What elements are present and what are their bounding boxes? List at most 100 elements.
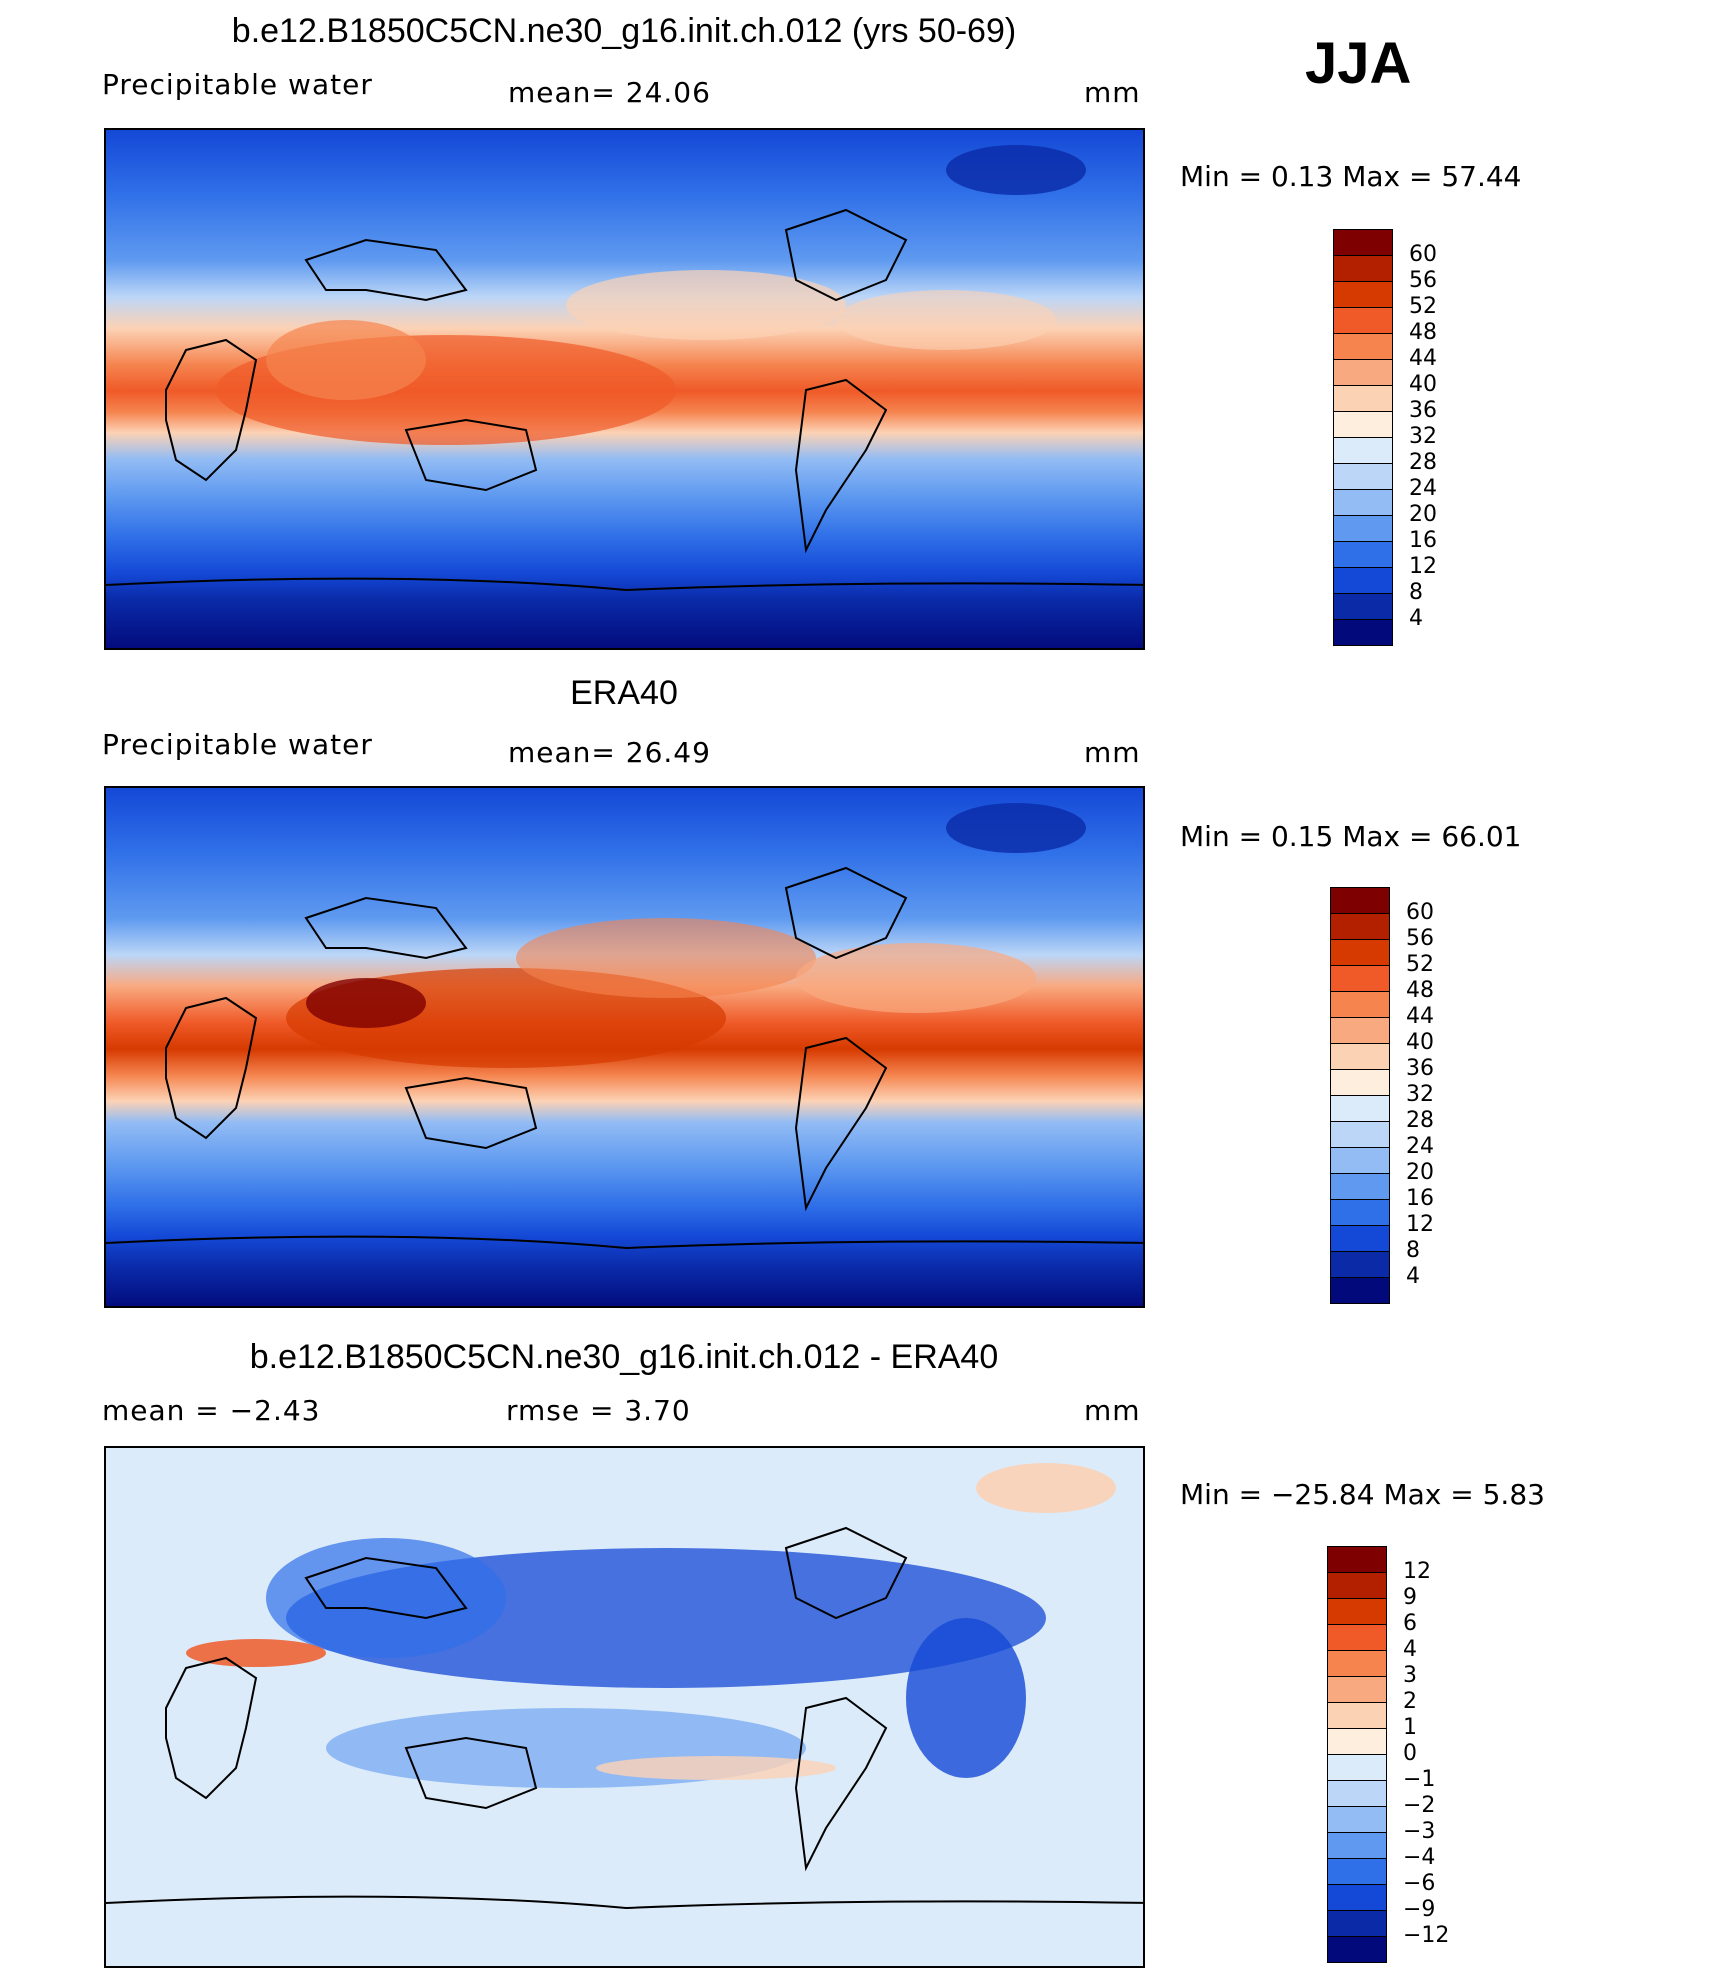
colorbar-cell xyxy=(1327,1702,1387,1729)
colorbar-cell xyxy=(1327,1884,1387,1911)
colorbar-label: 32 xyxy=(1406,1082,1434,1107)
colorbar-cell xyxy=(1327,1650,1387,1677)
panel3-map xyxy=(104,1446,1145,1968)
colorbar-label: 60 xyxy=(1409,242,1437,267)
colorbar-cell xyxy=(1330,1199,1390,1226)
colorbar-label: 3 xyxy=(1403,1663,1417,1688)
colorbar-label: 32 xyxy=(1409,424,1437,449)
panel1-title: b.e12.B1850C5CN.ne30_g16.init.ch.012 (yr… xyxy=(231,12,1017,50)
colorbar-cell xyxy=(1330,1017,1390,1044)
colorbar-label: −6 xyxy=(1403,1871,1436,1896)
colorbar-label: 24 xyxy=(1406,1134,1434,1159)
colorbar-label: 8 xyxy=(1406,1238,1420,1263)
colorbar-cell xyxy=(1330,1147,1390,1174)
colorbar-label: 8 xyxy=(1409,580,1423,605)
colorbar-cell xyxy=(1333,463,1393,490)
colorbar-cell xyxy=(1327,1676,1387,1703)
colorbar-label: 48 xyxy=(1409,320,1437,345)
colorbar-cell xyxy=(1333,359,1393,386)
colorbar-cell xyxy=(1333,437,1393,464)
colorbar-cell xyxy=(1330,1069,1390,1096)
colorbar-cell xyxy=(1330,913,1390,940)
colorbar-label: 4 xyxy=(1409,606,1423,631)
colorbar-label: 60 xyxy=(1406,900,1434,925)
colorbar-label: −9 xyxy=(1403,1897,1436,1922)
colorbar-cell xyxy=(1333,489,1393,516)
colorbar-cell xyxy=(1333,567,1393,594)
colorbar-cell xyxy=(1327,1936,1387,1963)
colorbar-label: 16 xyxy=(1409,528,1437,553)
colorbar-label: 12 xyxy=(1403,1559,1431,1584)
colorbar-cell xyxy=(1330,1121,1390,1148)
colorbar-label: 44 xyxy=(1406,1004,1434,1029)
colorbar-label: 36 xyxy=(1406,1056,1434,1081)
panel1-map xyxy=(104,128,1145,650)
colorbar-cell xyxy=(1333,593,1393,620)
colorbar-label: 56 xyxy=(1406,926,1434,951)
colorbar-label: 24 xyxy=(1409,476,1437,501)
panel3-rmse-label: rmse = 3.70 xyxy=(506,1394,691,1427)
panel3-mean-label: mean = −2.43 xyxy=(102,1394,321,1427)
colorbar-label: 9 xyxy=(1403,1585,1417,1610)
colorbar-cell xyxy=(1333,541,1393,568)
colorbar-label: 16 xyxy=(1406,1186,1434,1211)
colorbar-label: 52 xyxy=(1406,952,1434,977)
colorbar-label: 52 xyxy=(1409,294,1437,319)
panel3-title: b.e12.B1850C5CN.ne30_g16.init.ch.012 - E… xyxy=(249,1338,999,1376)
colorbar-cell xyxy=(1327,1624,1387,1651)
colorbar-label: 12 xyxy=(1409,554,1437,579)
colorbar-cell xyxy=(1333,229,1393,256)
colorbar-cell xyxy=(1330,1251,1390,1278)
colorbar-cell xyxy=(1327,1572,1387,1599)
colorbar-label: 48 xyxy=(1406,978,1434,1003)
colorbar-label: 4 xyxy=(1406,1264,1420,1289)
colorbar-cell xyxy=(1327,1754,1387,1781)
colorbar-cell xyxy=(1327,1598,1387,1625)
panel1-mean-label: mean= 24.06 xyxy=(508,76,711,109)
colorbar-cell xyxy=(1327,1546,1387,1573)
colorbar-cell xyxy=(1327,1858,1387,1885)
panel2-mean-label: mean= 26.49 xyxy=(508,736,711,769)
colorbar-label: 20 xyxy=(1409,502,1437,527)
colorbar-cell xyxy=(1333,411,1393,438)
colorbar-label: −3 xyxy=(1403,1819,1436,1844)
panel2-variable-label: Precipitable water xyxy=(102,728,373,761)
colorbar-cell xyxy=(1330,1225,1390,1252)
colorbar-cell xyxy=(1333,385,1393,412)
colorbar-cell xyxy=(1333,307,1393,334)
panel3-minmax-label: Min = −25.84 Max = 5.83 xyxy=(1180,1478,1545,1511)
panel3-colorbar: 12 9 6 4 3 2 1 0 −1 −2 −3 −4 −6 −9 −12 xyxy=(1327,1546,1487,1963)
colorbar-label: 2 xyxy=(1403,1689,1417,1714)
colorbar-cell xyxy=(1330,1095,1390,1122)
panel3-units-label: mm xyxy=(1084,1394,1141,1427)
colorbar-cell xyxy=(1327,1728,1387,1755)
colorbar-cell xyxy=(1330,1277,1390,1304)
colorbar-label: 12 xyxy=(1406,1212,1434,1237)
colorbar-cell xyxy=(1330,965,1390,992)
colorbar-label: −1 xyxy=(1403,1767,1436,1792)
colorbar-label: 6 xyxy=(1403,1611,1417,1636)
panel2-colorbar: 60 56 52 48 44 40 36 32 28 24 20 16 12 8… xyxy=(1330,887,1490,1304)
panel2-map xyxy=(104,786,1145,1308)
colorbar-cell xyxy=(1330,991,1390,1018)
colorbar-label: 40 xyxy=(1409,372,1437,397)
colorbar-label: 1 xyxy=(1403,1715,1417,1740)
colorbar-label: 4 xyxy=(1403,1637,1417,1662)
colorbar-label: 28 xyxy=(1406,1108,1434,1133)
panel1-units-label: mm xyxy=(1084,76,1141,109)
colorbar-label: 36 xyxy=(1409,398,1437,423)
colorbar-cell xyxy=(1333,515,1393,542)
colorbar-label: 44 xyxy=(1409,346,1437,371)
colorbar-cell xyxy=(1327,1832,1387,1859)
colorbar-label: −12 xyxy=(1403,1923,1450,1948)
panel1-minmax-label: Min = 0.13 Max = 57.44 xyxy=(1180,160,1522,193)
colorbar-cell xyxy=(1327,1910,1387,1937)
colorbar-label: −4 xyxy=(1403,1845,1436,1870)
colorbar-cell xyxy=(1330,939,1390,966)
panel2-minmax-label: Min = 0.15 Max = 66.01 xyxy=(1180,820,1522,853)
colorbar-label: 40 xyxy=(1406,1030,1434,1055)
colorbar-cell xyxy=(1327,1806,1387,1833)
colorbar-cell xyxy=(1330,1173,1390,1200)
panel1-colorbar: 60 56 52 48 44 40 36 32 28 24 20 16 12 8… xyxy=(1333,229,1493,646)
colorbar-label: 0 xyxy=(1403,1741,1417,1766)
